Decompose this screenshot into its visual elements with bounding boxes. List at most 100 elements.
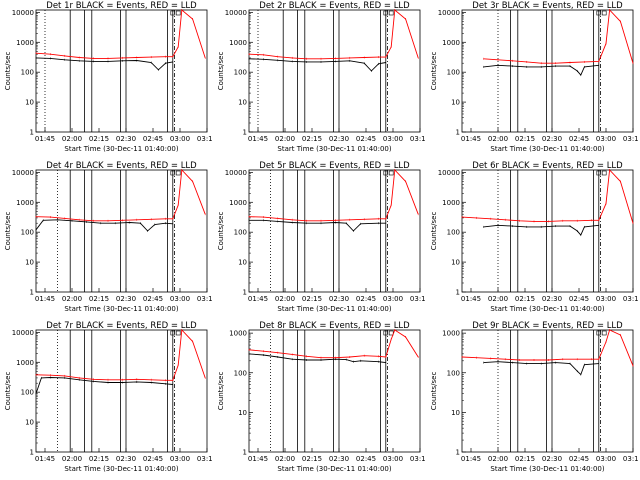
y-tick-label: 10000 <box>225 169 247 177</box>
detector-panel-2: Det 2r BLACK = Events, RED = LLD 1 10 100 10… <box>213 0 426 160</box>
x-axis-label: Start Time (30-Dec-11 01:40:00) <box>490 145 604 153</box>
chart-svg: Det 3r BLACK = Events, RED = LLD 1 10 100 10… <box>430 1 639 153</box>
x-tick-label: 03:15 <box>197 455 213 463</box>
y-tick-label: 10 <box>238 409 247 417</box>
x-tick-label: 01:45 <box>461 135 481 143</box>
plot-frame <box>461 329 634 453</box>
y-tick-label: 1000 <box>229 199 247 207</box>
x-tick-label: 02:00 <box>275 135 295 143</box>
flag-marker <box>388 170 394 176</box>
y-tick-label: 10 <box>25 419 34 427</box>
y-tick-label: 100 <box>447 229 460 237</box>
chart-title: Det 7r BLACK = Events, RED = LLD <box>46 321 197 331</box>
flag-marker <box>596 10 602 16</box>
x-tick-label: 03:00 <box>596 295 616 303</box>
x-tick-label: 02:30 <box>542 455 562 463</box>
y-axis-label: Counts/sec <box>4 372 12 411</box>
y-tick-label: 10 <box>451 99 460 107</box>
x-tick-label: 02:15 <box>515 295 535 303</box>
x-tick-label: 02:45 <box>143 295 163 303</box>
events-series <box>248 353 386 364</box>
flag-marker <box>601 330 607 336</box>
x-tick-label: 02:00 <box>488 295 508 303</box>
x-tick-label: 03:15 <box>623 135 639 143</box>
x-tick-label: 02:45 <box>356 455 376 463</box>
x-tick-label: 02:45 <box>569 295 589 303</box>
flag-marker <box>596 170 602 176</box>
chart-svg: Det 8r BLACK = Events, RED = LLD 1 10 100 10… <box>217 321 426 473</box>
events-series <box>248 58 386 72</box>
x-tick-label: 02:30 <box>542 135 562 143</box>
flag-marker <box>170 170 176 176</box>
x-axis-label: Start Time (30-Dec-11 01:40:00) <box>277 465 391 473</box>
chart-title: Det 5r BLACK = Events, RED = LLD <box>259 161 410 171</box>
flag-marker <box>383 10 389 16</box>
x-tick-label: 01:45 <box>248 455 268 463</box>
y-tick-label: 100 <box>234 229 247 237</box>
flag-marker <box>383 170 389 176</box>
flag-marker <box>388 10 394 16</box>
x-tick-label: 02:30 <box>329 455 349 463</box>
y-axis-label: Counts/sec <box>4 52 12 91</box>
y-tick-label: 1000 <box>16 39 34 47</box>
y-tick-label: 1 <box>30 129 34 137</box>
x-tick-label: 02:30 <box>116 135 136 143</box>
x-tick-label: 01:45 <box>35 455 55 463</box>
x-tick-label: 02:45 <box>569 135 589 143</box>
y-tick-label: 100 <box>21 69 34 77</box>
y-tick-label: 10 <box>238 259 247 267</box>
x-tick-label: 02:15 <box>302 295 322 303</box>
y-tick-label: 1000 <box>442 330 460 338</box>
x-tick-label: 03:15 <box>410 135 426 143</box>
chart-title: Det 1r BLACK = Events, RED = LLD <box>46 1 197 11</box>
x-tick-label: 03:15 <box>197 295 213 303</box>
x-tick-label: 02:45 <box>356 295 376 303</box>
chart-title: Det 4r BLACK = Events, RED = LLD <box>46 161 197 171</box>
detector-panel-9: Det 9r BLACK = Events, RED = LLD 1 10 100 10… <box>426 320 639 480</box>
y-tick-label: 100 <box>234 69 247 77</box>
plot-frame <box>35 329 208 453</box>
x-axis-label: Start Time (30-Dec-11 01:40:00) <box>277 305 391 313</box>
x-tick-label: 02:15 <box>302 135 322 143</box>
chart-svg: Det 9r BLACK = Events, RED = LLD 1 10 100 10… <box>430 321 639 473</box>
y-tick-label: 1000 <box>16 199 34 207</box>
flag-marker <box>383 330 389 336</box>
x-tick-label: 01:45 <box>35 295 55 303</box>
x-tick-label: 03:15 <box>410 295 426 303</box>
plot-frame <box>35 169 208 293</box>
x-tick-label: 02:30 <box>116 455 136 463</box>
detector-panel-5: Det 5r BLACK = Events, RED = LLD 1 10 100 10… <box>213 160 426 320</box>
detector-panel-7: Det 7r BLACK = Events, RED = LLD 1 10 100 10… <box>0 320 213 480</box>
y-tick-label: 1000 <box>442 199 460 207</box>
x-tick-label: 02:45 <box>356 135 376 143</box>
x-tick-label: 03:00 <box>170 455 190 463</box>
x-tick-label: 02:00 <box>488 455 508 463</box>
flag-marker <box>596 330 602 336</box>
y-axis-label: Counts/sec <box>217 52 225 91</box>
chart-svg: Det 7r BLACK = Events, RED = LLD 1 10 100 10… <box>4 321 213 473</box>
y-tick-label: 100 <box>21 389 34 397</box>
y-tick-label: 100 <box>447 369 460 377</box>
flag-marker <box>601 170 607 176</box>
y-tick-label: 10 <box>25 99 34 107</box>
flag-marker <box>175 170 181 176</box>
plot-frame <box>248 169 421 293</box>
plot-frame <box>248 329 421 453</box>
chart-title: Det 2r BLACK = Events, RED = LLD <box>259 1 410 11</box>
x-tick-label: 02:15 <box>515 135 535 143</box>
chart-title: Det 9r BLACK = Events, RED = LLD <box>472 321 623 331</box>
x-tick-label: 02:15 <box>302 455 322 463</box>
events-series <box>35 219 173 232</box>
x-axis-label: Start Time (30-Dec-11 01:40:00) <box>490 305 604 313</box>
x-tick-label: 02:15 <box>89 295 109 303</box>
y-axis-label: Counts/sec <box>4 212 12 251</box>
x-tick-label: 02:30 <box>542 295 562 303</box>
x-tick-label: 01:45 <box>461 295 481 303</box>
x-tick-label: 02:15 <box>89 455 109 463</box>
y-axis-label: Counts/sec <box>217 212 225 251</box>
y-tick-label: 1000 <box>229 39 247 47</box>
flag-marker <box>175 330 181 336</box>
plot-frame <box>461 169 634 293</box>
x-tick-label: 03:00 <box>170 295 190 303</box>
x-tick-label: 02:00 <box>488 135 508 143</box>
